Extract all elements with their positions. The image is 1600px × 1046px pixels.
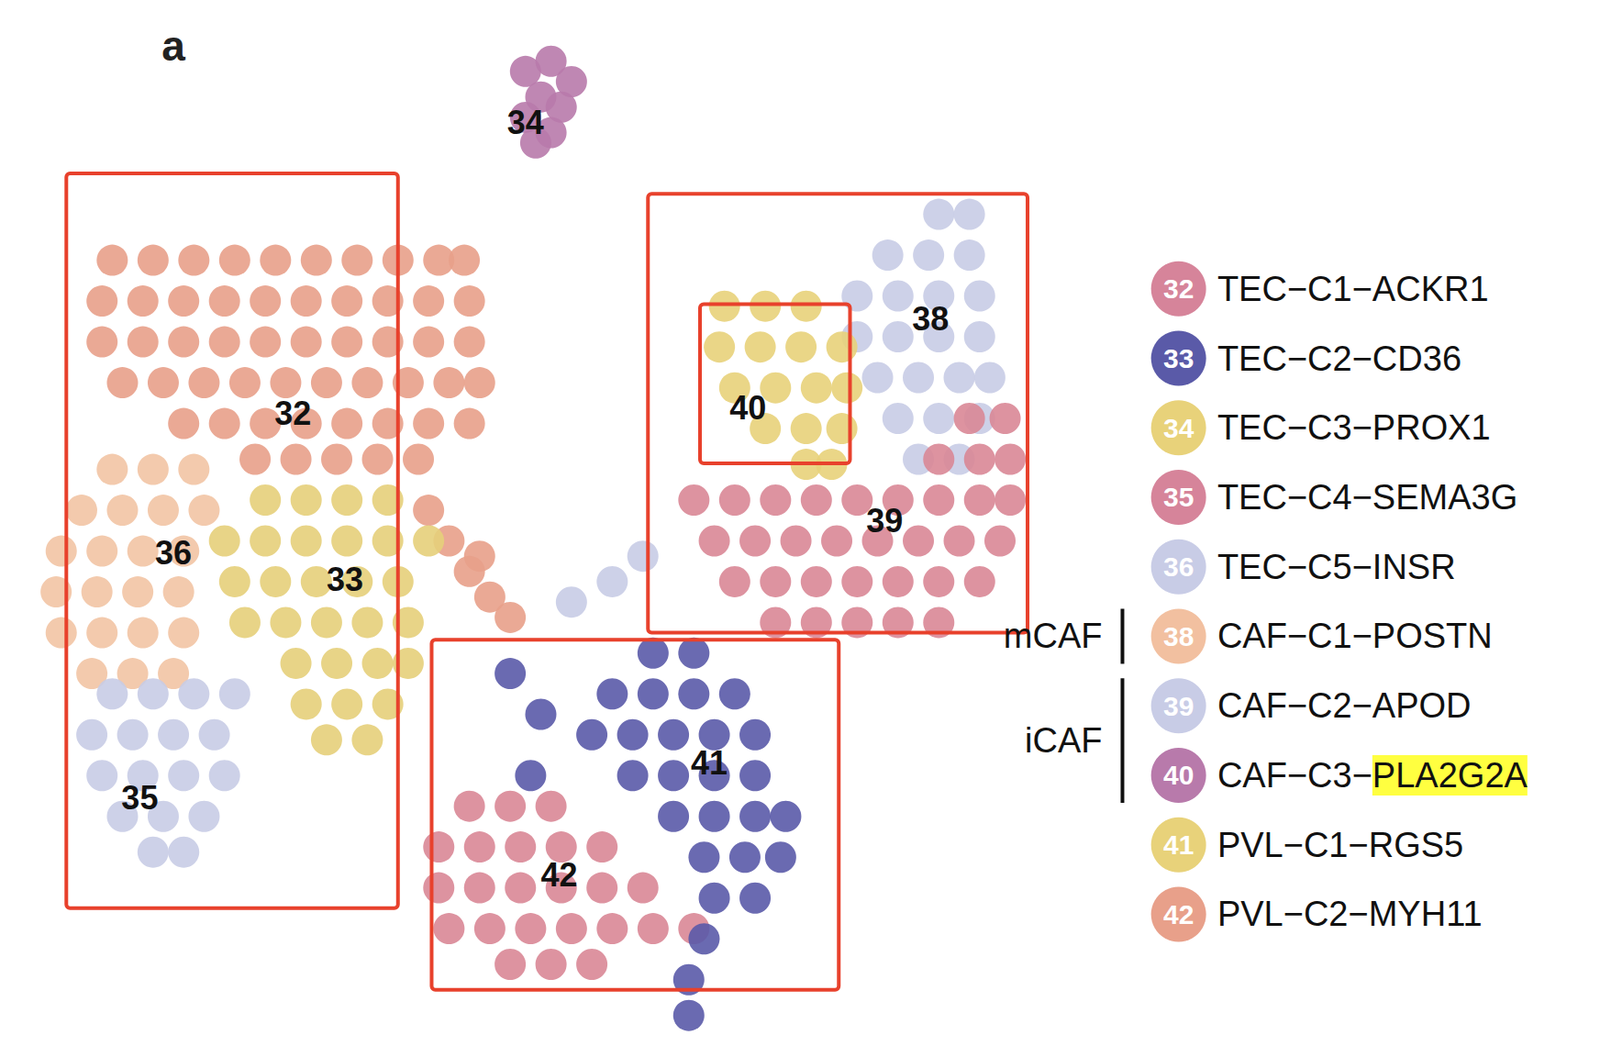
- svg-text:33: 33: [326, 560, 364, 599]
- svg-text:mCAF: mCAF: [1003, 616, 1103, 656]
- svg-text:PVL−C2−MYH11: PVL−C2−MYH11: [1217, 894, 1483, 934]
- svg-text:TEC−C3−PROX1: TEC−C3−PROX1: [1217, 408, 1491, 447]
- svg-text:39: 39: [1163, 690, 1194, 722]
- svg-text:38: 38: [1163, 621, 1194, 652]
- svg-text:34: 34: [507, 103, 545, 142]
- svg-text:35: 35: [1163, 481, 1194, 512]
- svg-text:42: 42: [1163, 899, 1194, 930]
- svg-text:35: 35: [121, 778, 158, 817]
- svg-text:40: 40: [1163, 759, 1194, 790]
- svg-text:32: 32: [1163, 273, 1194, 304]
- svg-text:36: 36: [1163, 551, 1194, 582]
- svg-text:PVL−C1−RGS5: PVL−C1−RGS5: [1217, 825, 1464, 865]
- svg-text:CAF−C1−POSTN: CAF−C1−POSTN: [1217, 616, 1493, 656]
- svg-text:41: 41: [690, 744, 728, 782]
- svg-text:TEC−C2−CD36: TEC−C2−CD36: [1217, 339, 1462, 378]
- svg-text:TEC−C4−SEMA3G: TEC−C4−SEMA3G: [1217, 477, 1518, 517]
- svg-text:iCAF: iCAF: [1024, 721, 1102, 760]
- svg-text:32: 32: [274, 394, 312, 433]
- svg-text:41: 41: [1163, 829, 1194, 860]
- svg-text:CAF−C3−PLA2G2A: CAF−C3−PLA2G2A: [1217, 755, 1529, 795]
- svg-text:39: 39: [866, 501, 903, 540]
- svg-text:CAF−C2−APOD: CAF−C2−APOD: [1217, 686, 1472, 725]
- svg-text:38: 38: [911, 300, 949, 338]
- svg-text:a: a: [161, 22, 186, 70]
- svg-text:42: 42: [540, 855, 578, 894]
- svg-text:34: 34: [1163, 412, 1195, 444]
- svg-text:40: 40: [729, 388, 767, 427]
- svg-text:36: 36: [155, 533, 192, 572]
- svg-text:33: 33: [1163, 343, 1194, 374]
- svg-text:TEC−C5−INSR: TEC−C5−INSR: [1217, 547, 1456, 587]
- svg-text:TEC−C1−ACKR1: TEC−C1−ACKR1: [1217, 269, 1489, 309]
